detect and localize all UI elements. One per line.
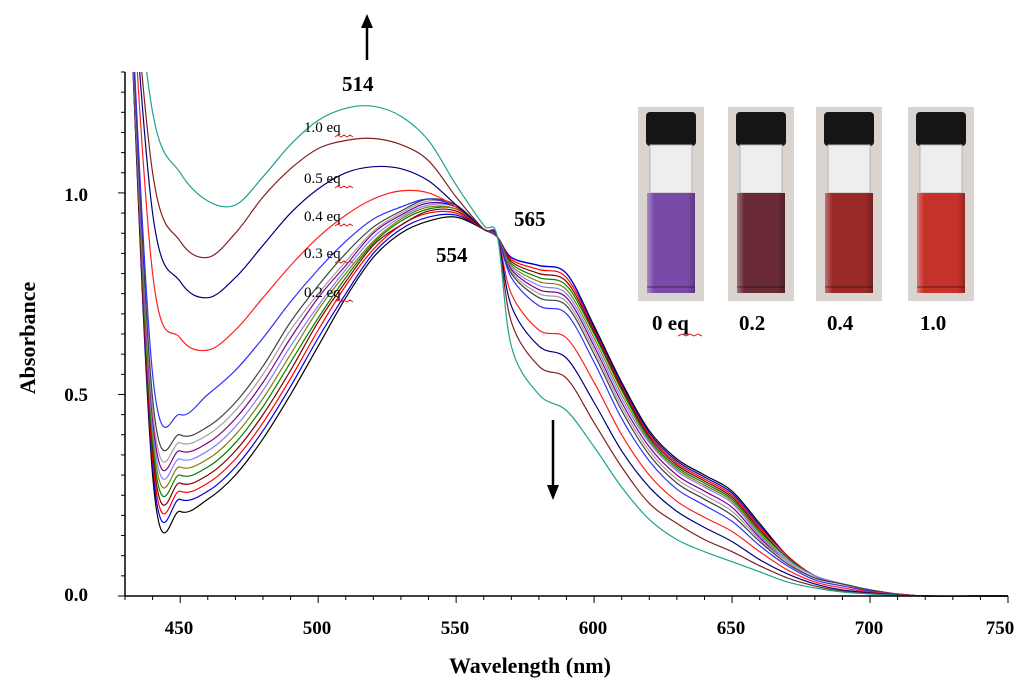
spectrum-line-11 — [136, 72, 1008, 597]
vial-photos — [638, 107, 974, 301]
vial-label: 0.4 — [827, 311, 854, 335]
eq-label: 1.0 eq — [304, 120, 341, 136]
spellcheck-underline — [334, 260, 354, 264]
peak-label-554: 554 — [436, 243, 468, 267]
x-tick-label: 500 — [303, 618, 332, 639]
down-arrow-icon — [547, 420, 559, 500]
y-ticks — [118, 71, 125, 597]
spectrum-line-14 — [146, 72, 1008, 597]
eq-label: 0.3 eq — [304, 246, 341, 262]
y-tick-label: 1.0 — [64, 185, 88, 206]
x-tick-label: 600 — [579, 618, 608, 639]
peak-label-565: 565 — [514, 207, 546, 231]
vial-photo-2 — [816, 107, 882, 301]
spellcheck-underline — [334, 185, 354, 189]
y-tick-label: 0.5 — [64, 385, 88, 406]
spectrum-line-6 — [133, 72, 1008, 597]
x-tick-label: 700 — [855, 618, 884, 639]
y-tick-label: 0.0 — [64, 585, 88, 606]
eq-label: 0.2 eq — [304, 285, 341, 301]
x-tick-label: 750 — [986, 618, 1015, 639]
spectrum-line-13 — [141, 72, 1008, 597]
x-tick-label: 650 — [717, 618, 746, 639]
vial-label: 0 eq — [652, 311, 689, 335]
vial-photo-3 — [908, 107, 974, 301]
spellcheck-underline — [677, 333, 703, 337]
peak-label-514: 514 — [342, 72, 374, 96]
y-axis-title: Absorbance — [15, 282, 40, 395]
eq-label: 0.4 eq — [304, 209, 341, 225]
spectra-series — [132, 72, 1008, 597]
spellcheck-underline — [334, 134, 354, 138]
x-axis-title: Wavelength (nm) — [449, 653, 611, 678]
x-ticks — [124, 596, 1009, 603]
spectrum-line-9 — [133, 72, 1008, 597]
vial-label: 1.0 — [920, 311, 946, 335]
spellcheck-underline — [334, 299, 354, 303]
x-tick-label: 550 — [441, 618, 470, 639]
spectrum-line-10 — [134, 72, 1008, 597]
spectrum-line-12 — [139, 72, 1008, 597]
vial-label: 0.2 — [739, 311, 765, 335]
up-arrow-icon — [361, 14, 373, 60]
vial-photo-0 — [638, 107, 704, 301]
x-tick-label: 450 — [165, 618, 194, 639]
vial-photo-1 — [728, 107, 794, 301]
eq-label: 0.5 eq — [304, 171, 341, 187]
spellcheck-underline — [334, 223, 354, 227]
